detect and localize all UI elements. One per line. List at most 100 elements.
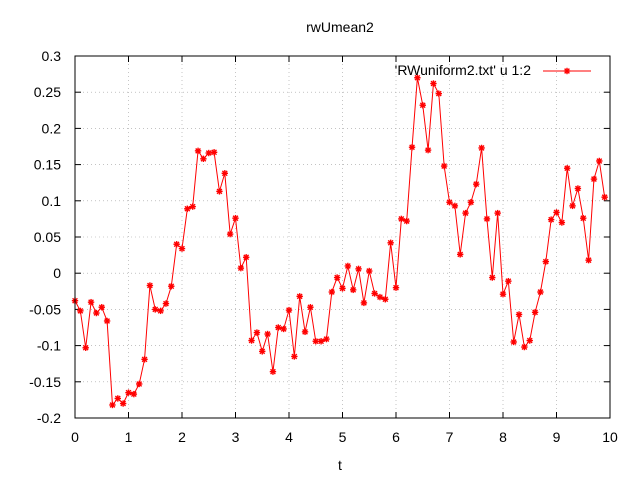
x-tick-label: 3 bbox=[232, 429, 240, 445]
data-point bbox=[141, 356, 148, 363]
y-tick-label: -0.05 bbox=[29, 301, 61, 317]
data-point bbox=[285, 306, 293, 314]
plot-frame bbox=[74, 55, 611, 419]
data-point bbox=[210, 149, 218, 156]
data-point bbox=[414, 74, 421, 81]
data-point bbox=[537, 288, 544, 296]
data-point bbox=[542, 258, 549, 265]
data-point bbox=[119, 400, 127, 407]
data-point bbox=[317, 338, 325, 345]
data-point bbox=[194, 147, 202, 155]
axis-ticks: 0 1 2 3 4 5 6 7 8 9 10 -0.2 -0.15 -0.1 -0.05 0 0.05 0.1 0.… bbox=[29, 48, 618, 445]
data-point bbox=[564, 165, 571, 172]
data-point bbox=[312, 338, 319, 345]
data-point bbox=[376, 293, 384, 301]
data-point bbox=[526, 337, 533, 344]
data-point bbox=[259, 348, 266, 355]
data-point bbox=[424, 146, 432, 154]
data-point bbox=[585, 256, 592, 264]
data-point bbox=[184, 205, 191, 212]
data-point bbox=[103, 317, 111, 325]
x-tick-label: 5 bbox=[339, 429, 347, 445]
data-point bbox=[280, 325, 287, 333]
data-point bbox=[478, 144, 485, 152]
data-point bbox=[82, 344, 89, 351]
data-point bbox=[451, 202, 459, 210]
data-point bbox=[387, 239, 394, 246]
data-point bbox=[248, 337, 255, 344]
data-point bbox=[232, 214, 239, 222]
data-point bbox=[574, 185, 582, 192]
data-point bbox=[264, 330, 271, 338]
data-point bbox=[360, 299, 368, 307]
data-point bbox=[114, 395, 121, 402]
data-point bbox=[130, 390, 138, 398]
x-tick-label: 9 bbox=[553, 429, 561, 445]
data-point bbox=[590, 175, 598, 183]
data-point bbox=[457, 251, 464, 258]
data-point bbox=[275, 324, 282, 331]
grid bbox=[75, 56, 610, 418]
y-tick-label: 0.3 bbox=[42, 48, 62, 64]
data-point bbox=[152, 306, 159, 313]
data-point bbox=[580, 214, 587, 222]
data-point bbox=[430, 80, 437, 87]
y-tick-label: 0.25 bbox=[34, 84, 61, 100]
data-point bbox=[499, 290, 507, 298]
data-point bbox=[253, 329, 261, 336]
y-tick-label: 0.1 bbox=[42, 193, 62, 209]
y-tick-label: -0.1 bbox=[37, 338, 61, 354]
data-point bbox=[596, 157, 603, 165]
data-point bbox=[178, 245, 186, 252]
data-point bbox=[510, 338, 517, 346]
data-point bbox=[339, 285, 346, 292]
chart-title: rwUmean2 bbox=[306, 19, 374, 35]
x-tick-label: 8 bbox=[499, 429, 507, 445]
data-point bbox=[355, 265, 362, 273]
data-point bbox=[483, 215, 491, 223]
data-point bbox=[168, 283, 175, 290]
data-point bbox=[371, 290, 378, 297]
data-point bbox=[216, 188, 223, 195]
y-tick-label: -0.15 bbox=[29, 374, 61, 390]
data-point bbox=[87, 298, 95, 306]
data-point bbox=[521, 343, 528, 351]
data-point bbox=[125, 389, 132, 396]
data-point bbox=[221, 170, 228, 177]
data-point bbox=[109, 401, 116, 409]
data-point bbox=[301, 328, 309, 336]
x-tick-label: 0 bbox=[71, 429, 79, 445]
data-point bbox=[601, 193, 608, 201]
data-point bbox=[157, 307, 164, 315]
data-point bbox=[243, 254, 250, 261]
series-group bbox=[71, 74, 608, 409]
data-point bbox=[392, 284, 400, 291]
data-point bbox=[489, 274, 496, 281]
y-tick-label: 0.15 bbox=[34, 157, 61, 173]
x-tick-label: 4 bbox=[285, 429, 293, 445]
data-point bbox=[269, 368, 277, 375]
data-point bbox=[328, 288, 335, 296]
data-point bbox=[531, 309, 539, 316]
data-point bbox=[205, 149, 212, 157]
data-point bbox=[200, 155, 207, 163]
x-tick-label: 2 bbox=[178, 429, 186, 445]
legend-marker bbox=[563, 67, 571, 75]
x-axis-label: t bbox=[338, 457, 342, 473]
data-point bbox=[419, 102, 426, 109]
legend: 'RWuniform2.txt' u 1:2 bbox=[395, 62, 591, 78]
data-point bbox=[462, 209, 469, 217]
data-point bbox=[563, 67, 571, 75]
y-tick-label: 0.2 bbox=[42, 120, 62, 136]
data-point bbox=[173, 241, 180, 248]
data-point bbox=[77, 307, 84, 315]
data-point bbox=[553, 209, 560, 216]
data-point bbox=[473, 180, 480, 188]
data-point bbox=[296, 293, 303, 300]
data-point bbox=[435, 90, 442, 97]
x-tick-label: 10 bbox=[602, 429, 618, 445]
data-point bbox=[146, 282, 154, 289]
data-point bbox=[547, 216, 555, 223]
legend-label: 'RWuniform2.txt' u 1:2 bbox=[395, 62, 532, 78]
